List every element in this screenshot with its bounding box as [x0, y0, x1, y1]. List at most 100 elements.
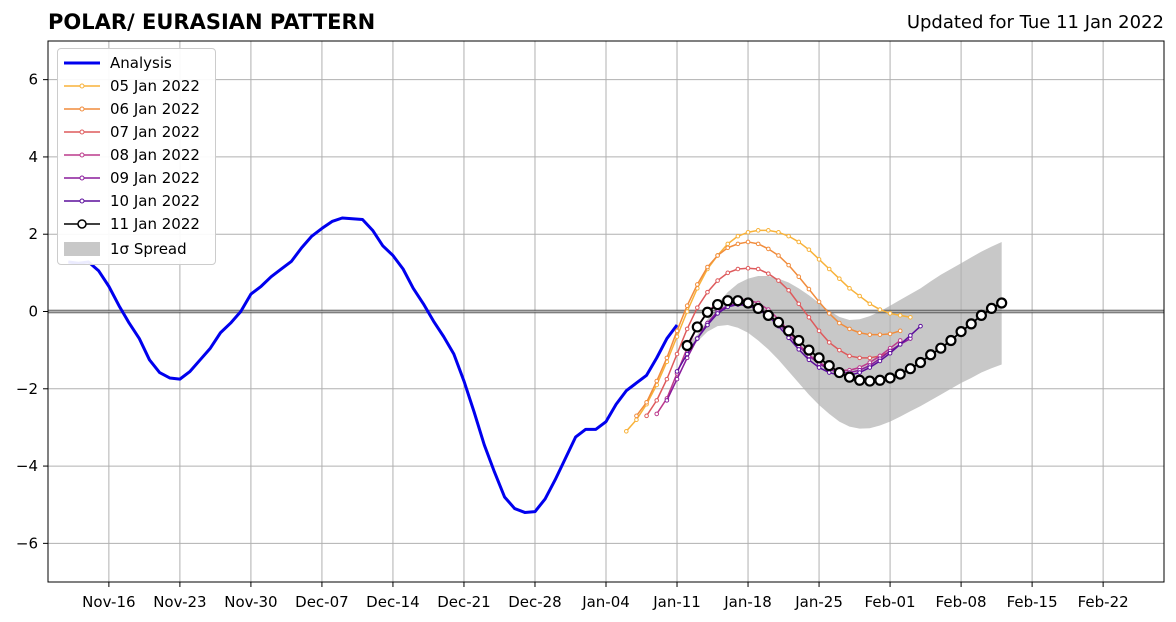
forecast-point-0 — [776, 229, 781, 235]
forecast-point-6 — [793, 334, 805, 347]
legend-swatch-forecast-0 — [64, 83, 100, 89]
forecast-point-2 — [867, 355, 873, 361]
forecast-point-5 — [918, 323, 923, 329]
forecast-point-1 — [796, 274, 802, 280]
x-tick-label: Feb-01 — [865, 593, 916, 611]
forecast-point-2 — [664, 376, 670, 382]
forecast-point-6 — [762, 309, 774, 321]
legend-label-forecast-3: 08 Jan 2022 — [110, 146, 200, 164]
y-tick-label: 6 — [28, 71, 38, 89]
forecast-point-2 — [796, 301, 802, 307]
forecast-point-6 — [874, 374, 886, 386]
forecast-series-2 — [644, 265, 893, 419]
legend-label-forecast-6: 11 Jan 2022 — [110, 215, 200, 233]
y-tick-label: 2 — [28, 225, 38, 243]
x-tick-label: Nov-23 — [153, 593, 206, 611]
forecast-point-0 — [857, 293, 862, 299]
x-tick-label: Jan-25 — [794, 593, 843, 611]
forecast-point-1 — [725, 245, 731, 251]
forecast-point-2 — [715, 278, 720, 283]
x-tick-label: Feb-22 — [1078, 593, 1129, 611]
forecast-point-0 — [897, 313, 903, 318]
forecast-point-0 — [837, 276, 842, 281]
legend-label-forecast-4: 09 Jan 2022 — [110, 169, 200, 187]
forecast-point-1 — [695, 282, 700, 287]
forecast-point-1 — [857, 330, 862, 336]
x-tick-label: Dec-14 — [366, 593, 420, 611]
forecast-point-1 — [715, 253, 720, 258]
x-tick-label: Jan-11 — [652, 593, 701, 611]
forecast-point-1 — [806, 286, 812, 292]
legend-swatch-forecast-4 — [64, 175, 100, 181]
forecast-point-2 — [725, 270, 731, 276]
forecast-point-5 — [786, 335, 791, 341]
forecast-point-5 — [887, 350, 893, 356]
forecast-point-2 — [766, 271, 771, 276]
forecast-point-2 — [735, 266, 741, 272]
forecast-point-5 — [806, 357, 812, 363]
forecast-point-1 — [897, 328, 903, 334]
x-tick-label: Dec-21 — [437, 593, 491, 611]
forecast-point-6 — [732, 295, 744, 307]
forecast-point-2 — [644, 413, 649, 419]
forecast-point-0 — [735, 233, 741, 239]
forecast-point-2 — [705, 289, 710, 295]
legend-swatch-analysis — [64, 61, 100, 65]
forecast-point-1 — [745, 239, 751, 245]
forecast-point-6 — [772, 316, 785, 328]
forecast-point-0 — [786, 233, 791, 239]
forecast-point-6 — [843, 371, 856, 383]
forecast-point-0 — [887, 311, 893, 316]
forecast-point-0 — [634, 417, 639, 423]
legend-swatch-forecast-6 — [64, 219, 100, 229]
legend-swatch-forecast-2 — [64, 129, 100, 135]
forecast-point-1 — [755, 241, 761, 247]
forecast-point-5 — [816, 365, 822, 370]
y-tick-label: −6 — [16, 534, 38, 552]
forecast-point-2 — [857, 355, 862, 361]
forecast-point-0 — [867, 301, 873, 307]
forecast-point-5 — [897, 342, 903, 347]
forecast-point-1 — [705, 264, 710, 270]
forecast-point-5 — [705, 322, 710, 328]
legend-label-forecast-2: 07 Jan 2022 — [110, 123, 200, 141]
x-tick-label: Dec-28 — [508, 593, 562, 611]
forecast-point-6 — [783, 325, 795, 337]
forecast-point-1 — [786, 262, 791, 268]
forecast-point-1 — [837, 320, 842, 326]
forecast-point-1 — [654, 378, 660, 384]
x-tick-label: Jan-18 — [723, 593, 772, 611]
forecast-point-2 — [684, 326, 690, 332]
forecast-point-1 — [766, 246, 771, 252]
forecast-point-6 — [803, 344, 815, 356]
forecast-point-6 — [945, 334, 957, 347]
legend-swatch-forecast-3 — [64, 152, 100, 158]
forecast-point-1 — [634, 413, 639, 419]
forecast-point-6 — [935, 342, 947, 354]
legend-item-forecast-2: 07 Jan 2022 — [58, 122, 215, 142]
forecast-point-0 — [816, 257, 822, 262]
forecast-point-2 — [847, 353, 852, 359]
x-tick-label: Feb-08 — [936, 593, 987, 611]
x-tick-label: Nov-16 — [82, 593, 135, 611]
forecast-point-4 — [664, 398, 670, 403]
forecast-point-0 — [766, 228, 771, 233]
analysis-line — [68, 216, 679, 514]
forecast-series-1 — [634, 239, 903, 419]
forecast-point-5 — [877, 358, 883, 364]
forecast-point-6 — [701, 306, 714, 318]
forecast-point-2 — [786, 287, 791, 293]
forecast-point-5 — [857, 370, 862, 375]
forecast-point-6 — [681, 339, 693, 352]
chart-legend: Analysis 05 Jan 2022 06 Jan 2022 07 Jan … — [57, 48, 216, 265]
forecast-point-0 — [806, 247, 812, 252]
forecast-point-1 — [735, 241, 741, 247]
x-tick-label: Nov-30 — [224, 593, 277, 611]
legend-item-forecast-0: 05 Jan 2022 — [58, 76, 215, 96]
forecast-point-6 — [884, 372, 896, 384]
forecast-point-2 — [674, 351, 680, 357]
forecast-point-0 — [847, 286, 852, 291]
forecast-point-6 — [925, 349, 937, 361]
forecast-point-6 — [823, 360, 835, 372]
